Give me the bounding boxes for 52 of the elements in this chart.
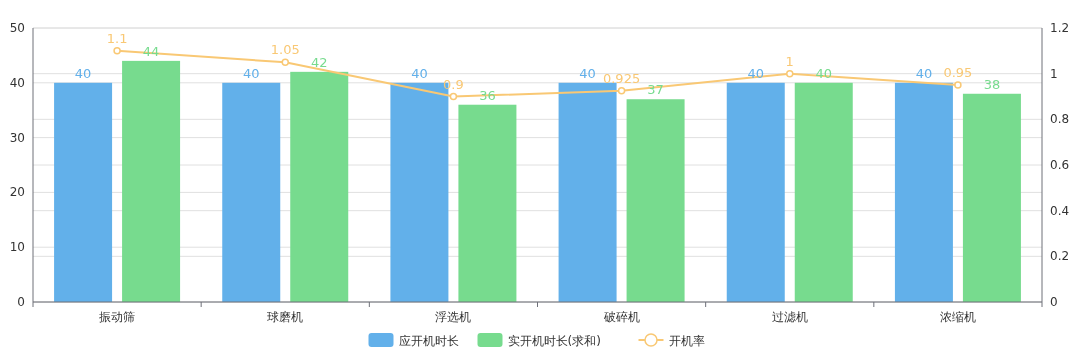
bar [54,82,113,302]
data-label: 40 [915,65,933,81]
bar [794,82,853,302]
y2-tick-label: 0 [1050,295,1058,309]
data-label: 40 [411,65,428,81]
data-label: 38 [983,76,1001,92]
data-label: 0.925 [602,70,641,86]
legend-label: 开机率 [668,333,705,348]
bar [290,71,349,302]
y2-tick-label: 0.4 [1050,203,1070,218]
y-tick-label: 0 [17,295,25,309]
data-label: 1.1 [106,30,128,46]
y-tick-label: 40 [9,75,25,90]
bar [726,82,785,302]
bar [458,104,517,302]
x-tick-label: 浓缩机 [939,310,976,324]
data-label: 0.95 [943,65,973,81]
bar [558,82,617,302]
point [113,47,121,55]
data-label: 40 [579,65,596,81]
data-label: 1 [785,53,794,69]
x-tick-label: 振动筛 [99,310,136,324]
y-tick-label: 20 [9,185,25,200]
bar [962,93,1021,302]
y-tick-label: 10 [9,240,25,255]
data-label: 40 [74,65,92,81]
y2-tick-label: 0.8 [1050,112,1070,127]
y-tick-label: 50 [9,21,25,35]
bar [122,60,181,302]
data-label: 40 [242,65,260,81]
data-label: 1.05 [270,42,300,58]
point [281,58,289,66]
point [449,92,458,101]
bar [894,82,953,302]
x-tick-label: 过滤机 [771,310,808,324]
x-tick-label: 浮选机 [435,310,472,324]
y2-tick-label: 0.6 [1050,158,1070,172]
legend-label: 实开机时长(求和) [507,333,601,348]
y2-tick-label: 1 [1050,66,1058,81]
legend-label: 应开机时长 [398,333,459,348]
point [617,87,626,95]
y2-tick-label: 1.2 [1050,21,1070,35]
bar [222,82,281,302]
y-tick-label: 30 [9,130,25,145]
data-label: 42 [310,54,328,70]
bar [626,99,685,302]
data-label: 0.9 [443,76,464,92]
y2-tick-label: 0.2 [1050,249,1070,264]
point [786,69,794,78]
point [954,81,962,89]
x-tick-label: 球磨机 [267,310,304,324]
x-tick-label: 破碎机 [602,310,640,324]
